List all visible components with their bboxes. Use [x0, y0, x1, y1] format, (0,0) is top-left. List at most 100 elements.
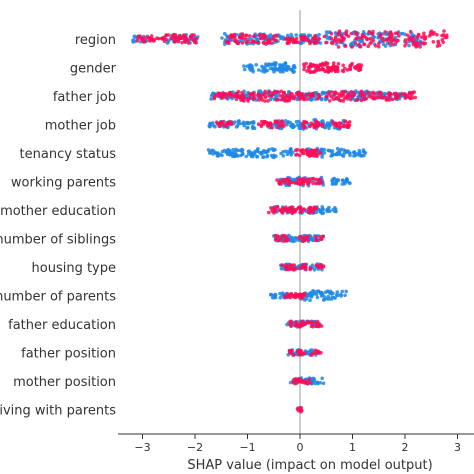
shap-point: [296, 181, 301, 185]
x-tick-label: −1: [239, 441, 255, 454]
shap-point: [253, 152, 257, 157]
shap-point: [326, 208, 330, 213]
x-axis-label: SHAP value (impact on model output): [187, 458, 432, 473]
shap-point: [234, 97, 239, 102]
shap-point: [343, 293, 347, 298]
shap-point: [307, 124, 312, 129]
shap-point: [348, 67, 353, 72]
shap-point: [297, 236, 301, 240]
shap-point: [142, 39, 146, 44]
shap-point: [314, 68, 319, 73]
shap-point: [292, 178, 297, 182]
shap-point: [259, 124, 264, 129]
shap-point: [320, 236, 324, 241]
shap-point: [215, 154, 220, 158]
shap-point: [422, 31, 426, 36]
shap-point: [230, 151, 234, 155]
shap-point: [387, 37, 392, 41]
shap-point: [307, 92, 311, 97]
shap-point: [308, 70, 313, 75]
shap-point: [325, 95, 329, 99]
shap-point: [302, 67, 306, 72]
shap-point: [288, 294, 292, 299]
shap-point: [317, 207, 321, 212]
shap-point: [276, 125, 281, 130]
shap-point: [268, 121, 273, 125]
shap-point: [377, 41, 381, 46]
shap-point: [209, 97, 213, 101]
shap-point: [180, 40, 184, 45]
shap-point: [280, 119, 284, 123]
shap-point: [164, 37, 168, 42]
shap-point: [394, 95, 399, 100]
feature-row: [131, 29, 449, 49]
shap-point: [307, 377, 311, 382]
shap-point: [333, 38, 338, 42]
shap-point: [342, 151, 347, 155]
feature-label: number of parents: [0, 290, 116, 305]
shap-point: [227, 151, 232, 155]
shap-point: [357, 42, 361, 47]
shap-point: [251, 69, 255, 74]
shap-point: [362, 150, 367, 155]
shap-point: [308, 348, 313, 353]
shap-point: [306, 237, 310, 242]
feature-label: mother position: [13, 375, 116, 390]
shap-point: [297, 96, 302, 101]
shap-point: [343, 180, 348, 184]
shap-point: [374, 95, 379, 100]
shap-point: [254, 63, 258, 67]
shap-point: [308, 298, 312, 303]
shap-point: [366, 37, 370, 41]
shap-point: [340, 90, 344, 94]
shap-point: [259, 93, 263, 98]
shap-point: [245, 64, 249, 69]
feature-row: [295, 405, 304, 414]
shap-point: [213, 151, 217, 155]
shap-point: [278, 291, 282, 296]
shap-point: [267, 62, 272, 66]
shap-point: [262, 41, 267, 45]
shap-point: [236, 148, 241, 153]
shap-point: [259, 151, 263, 156]
shap-point: [321, 381, 326, 386]
shap-point: [246, 37, 250, 41]
shap-point: [283, 95, 288, 100]
shap-point: [182, 34, 186, 38]
shap-point: [403, 32, 407, 37]
shap-point: [280, 64, 285, 69]
shap-point: [308, 381, 313, 385]
shap-point: [320, 155, 324, 159]
shap-point: [381, 39, 386, 43]
shap-point: [263, 89, 268, 94]
shap-point: [284, 263, 289, 268]
shap-point: [268, 66, 273, 71]
shap-point: [272, 34, 276, 38]
shap-point: [303, 265, 307, 270]
shap-point: [240, 35, 245, 40]
shap-point: [236, 41, 240, 46]
feature-row: [267, 204, 338, 216]
shap-point: [407, 36, 411, 41]
shap-point: [377, 44, 381, 49]
shap-point: [245, 121, 250, 126]
shap-point: [241, 98, 246, 103]
shap-point: [418, 45, 422, 49]
shap-point: [215, 121, 220, 126]
shap-point: [320, 67, 325, 71]
shap-point: [285, 209, 289, 214]
feature-label: mother job: [45, 119, 116, 134]
shap-point: [233, 39, 238, 44]
shap-point: [296, 40, 301, 45]
shap-point: [288, 323, 293, 327]
shap-point: [298, 210, 303, 215]
shap-point: [270, 93, 274, 98]
shap-point: [385, 38, 389, 42]
shap-point: [302, 125, 306, 129]
shap-point: [288, 235, 293, 240]
shap-point: [229, 120, 233, 124]
shap-point: [349, 42, 354, 46]
shap-point: [428, 30, 433, 35]
shap-point: [300, 148, 305, 153]
shap-point: [275, 178, 279, 182]
